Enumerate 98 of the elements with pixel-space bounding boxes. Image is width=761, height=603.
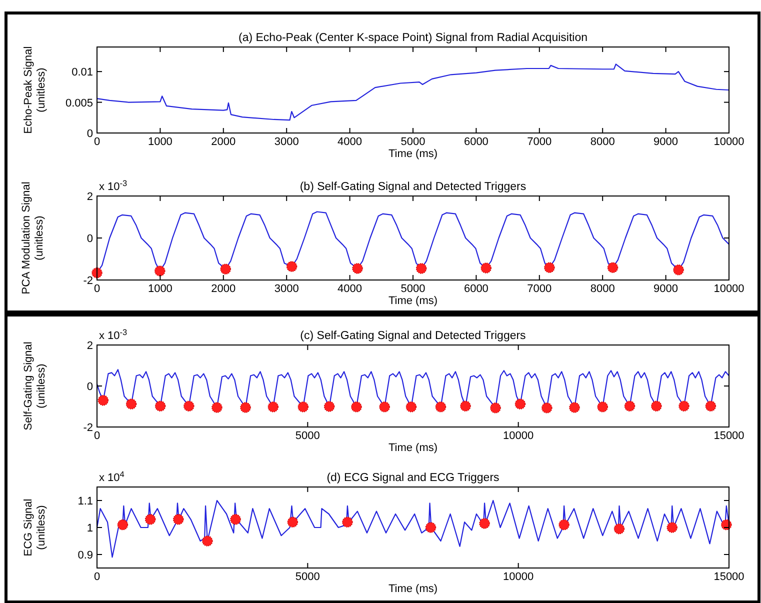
y-tick-label: -2 xyxy=(83,422,93,434)
point xyxy=(183,400,194,412)
x-tick-label: 3000 xyxy=(274,283,299,295)
x-tick-label: 9000 xyxy=(654,136,678,148)
x-tick-label: 2000 xyxy=(211,136,236,148)
point xyxy=(144,514,156,525)
point xyxy=(406,402,417,412)
point xyxy=(558,519,570,530)
point xyxy=(126,398,137,410)
chart-title: (a) Echo-Peak (Center K-space Point) Signal from Radial Acquisition xyxy=(238,32,588,44)
point xyxy=(673,264,684,276)
y-tick-label: 0 xyxy=(86,233,93,245)
x-tick-label: 4000 xyxy=(338,136,362,148)
x-tick-label: 1000 xyxy=(148,136,172,148)
y-axis-title: ECG Signal (unitless) xyxy=(22,498,48,556)
x-tick-label: 5000 xyxy=(400,283,426,295)
x-tick-label: 1000 xyxy=(148,283,172,295)
point xyxy=(379,402,390,412)
line-series xyxy=(96,64,730,121)
point xyxy=(607,262,618,274)
y-axis-title: Echo-Peak Signal (unitless) xyxy=(22,46,48,134)
x-tick-label: 10000 xyxy=(503,571,534,583)
point xyxy=(624,400,636,412)
x-tick-label: 8000 xyxy=(590,136,615,148)
x-tick-label: 5000 xyxy=(295,571,320,583)
y-tick-label: 2 xyxy=(86,340,93,352)
point xyxy=(324,401,335,412)
x-tick-label: 7000 xyxy=(527,283,552,295)
point xyxy=(490,402,501,414)
x-axis-title: Time (ms) xyxy=(388,148,438,160)
point xyxy=(286,261,298,272)
point xyxy=(544,262,555,274)
point xyxy=(154,400,166,412)
x-tick-label: 4000 xyxy=(338,283,362,295)
point xyxy=(597,402,608,412)
point xyxy=(240,402,251,413)
x-tick-label: 15000 xyxy=(714,571,744,583)
point xyxy=(351,402,362,412)
x-tick-label: 5000 xyxy=(295,430,320,442)
x-tick-label: 10000 xyxy=(714,283,744,295)
x-tick-label: 8000 xyxy=(590,283,615,295)
point xyxy=(220,264,232,274)
point xyxy=(202,536,213,546)
point xyxy=(479,518,490,529)
point xyxy=(678,400,690,412)
point xyxy=(212,402,222,413)
point xyxy=(298,402,309,412)
point xyxy=(569,402,580,413)
point xyxy=(514,398,526,410)
point xyxy=(425,522,436,533)
y-tick-label: 1 xyxy=(86,522,93,534)
x-axis-title: Time (ms) xyxy=(388,583,438,595)
point xyxy=(98,394,109,406)
text: x 10$^{-3}$ xyxy=(99,178,128,193)
x-tick-label: 10000 xyxy=(503,430,534,442)
y-tick-label: 0 xyxy=(86,128,93,140)
x-tick-label: 7000 xyxy=(527,136,552,148)
x-axis-title: Time (ms) xyxy=(388,442,438,454)
x-tick-label: 5000 xyxy=(400,136,426,148)
y-axis-title: Self-Gating Signal (unitless) xyxy=(22,342,48,430)
chart-title: (c) Self-Gating Signal and Detected Triggers xyxy=(300,330,526,342)
point xyxy=(651,400,662,412)
point xyxy=(154,266,166,276)
x-tick-label: 9000 xyxy=(654,283,678,295)
chart-title: (b) Self-Gating Signal and Detected Triggers xyxy=(300,181,526,193)
y-tick-label: 0.9 xyxy=(78,550,93,562)
y-tick-label: 0.01 xyxy=(72,66,93,79)
x-tick-label: 10000 xyxy=(714,136,744,148)
chart-title: (d) ECG Signal and ECG Triggers xyxy=(326,472,500,484)
point xyxy=(542,402,552,414)
y-tick-label: 1.1 xyxy=(78,496,93,508)
text: x 10$^{4}$ xyxy=(99,470,125,484)
point xyxy=(287,516,298,528)
point xyxy=(117,519,128,530)
x-tick-label: 6000 xyxy=(464,136,488,148)
point xyxy=(352,263,363,274)
point xyxy=(460,400,471,412)
point xyxy=(614,523,625,534)
x-tick-label: 2000 xyxy=(211,283,236,295)
text: x 10$^{-3}$ xyxy=(99,328,128,342)
x-axis-title: Time (ms) xyxy=(388,295,438,307)
y-tick-label: 2 xyxy=(86,191,93,203)
y-tick-label: 0.005 xyxy=(65,97,93,110)
point xyxy=(666,522,678,533)
x-tick-label: 3000 xyxy=(274,136,299,148)
point xyxy=(173,514,184,525)
y-axis-title: PCA Modulation Signal (unitless) xyxy=(20,182,46,294)
point xyxy=(230,514,241,525)
point xyxy=(268,402,279,412)
point xyxy=(480,262,492,274)
point xyxy=(705,400,716,412)
point xyxy=(416,263,427,274)
y-tick-label: -2 xyxy=(83,275,93,287)
y-tick-label: 0 xyxy=(86,381,93,393)
point xyxy=(435,402,446,412)
point xyxy=(342,516,353,528)
x-tick-label: 15000 xyxy=(714,430,744,442)
x-tick-label: 6000 xyxy=(464,283,488,295)
